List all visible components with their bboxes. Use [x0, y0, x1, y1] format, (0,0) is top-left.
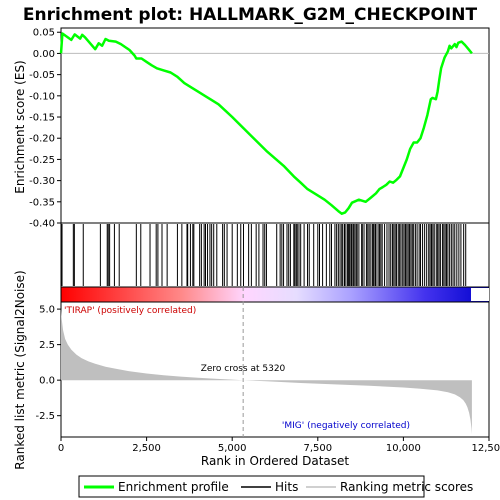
metric-y-tick-label: -2.5	[35, 411, 55, 422]
rank-gradient-fill	[60, 286, 490, 303]
zero-cross-label: Zero cross at 5320	[201, 364, 286, 374]
metric-panel-frame	[60, 301, 490, 438]
es-y-tick-label: -0.25	[29, 155, 55, 166]
es-y-axis-label: Enrichment score (ES)	[13, 60, 27, 193]
metric-y-axis-label: Ranked list metric (Signal2Noise)	[13, 270, 27, 469]
es-y-tick-label: -0.10	[29, 91, 55, 102]
x-tick-label: 7,500	[303, 443, 332, 454]
es-y-tick-label: 0.00	[33, 49, 55, 60]
es-panel-frame	[60, 27, 490, 224]
metric-panel: 5.0 2.5 0.0 -2.5 Zero cross at 5320 'TIRAP'…	[35, 287, 490, 438]
rank-gradient-bar	[60, 286, 490, 303]
x-tick-label: 0	[58, 443, 64, 454]
chart-title: Enrichment plot: HALLMARK_G2M_CHECKPOINT	[23, 5, 478, 25]
metric-y-tick-label: 5.0	[39, 305, 55, 316]
x-tick-label: 12,500	[472, 443, 500, 454]
es-y-tick-label: -0.05	[29, 70, 55, 81]
es-y-tick-label: -0.40	[29, 219, 55, 230]
legend-label-ranking-metric: Ranking metric scores	[340, 480, 473, 494]
es-y-tick-label: -0.20	[29, 134, 55, 145]
x-tick-label: 2,500	[132, 443, 161, 454]
metric-y-tick-label: 0.0	[39, 376, 55, 387]
x-axis-label: Rank in Ordered Dataset	[201, 454, 349, 468]
rank-gradient-tail	[471, 288, 489, 301]
legend-label-enrichment-profile: Enrichment profile	[118, 480, 229, 494]
es-y-tick-label: -0.15	[29, 113, 55, 124]
negative-correlation-label: 'MIG' (negatively correlated)	[282, 421, 410, 431]
x-tick-label: 10,000	[386, 443, 421, 454]
es-y-tick-label: 0.05	[33, 28, 55, 39]
es-y-tick-label: -0.30	[29, 176, 55, 187]
es-panel: 0.05 0.00 -0.05 -0.10 -0.15 -0.20 -0.25 -0.30 -0…	[29, 27, 490, 230]
x-tick-label: 5,000	[218, 443, 247, 454]
metric-y-tick-label: 2.5	[39, 340, 55, 351]
hits-panel	[60, 222, 490, 288]
legend-label-hits: Hits	[275, 480, 298, 494]
es-y-tick-label: -0.35	[29, 197, 55, 208]
series-enrichment-profile-line	[59, 32, 473, 215]
positive-correlation-label: 'TIRAP' (positively correlated)	[64, 306, 196, 316]
x-axis: 0 2,500 5,000 7,500 10,000 12,500	[58, 437, 500, 454]
legend: Enrichment profile Hits Ranking metric s…	[78, 475, 473, 498]
hits-panel-frame	[60, 222, 490, 288]
